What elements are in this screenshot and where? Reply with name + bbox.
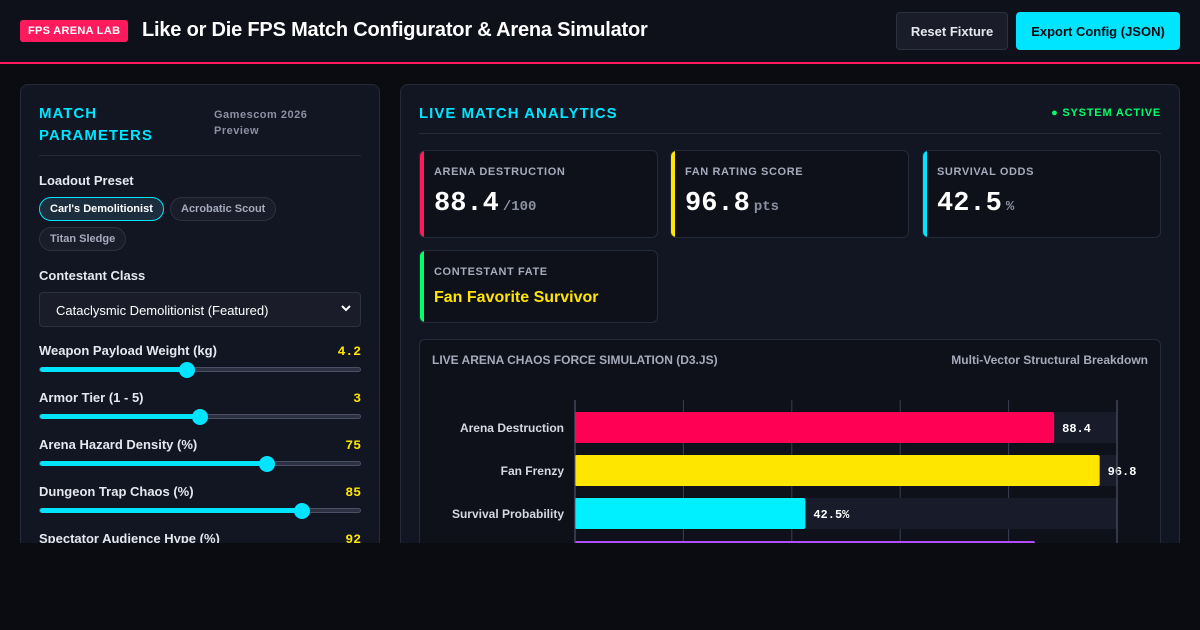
slider-thumb[interactable] <box>259 456 276 472</box>
main-viewport: MATCH PARAMETERS Gamescom 2026 Preview L… <box>0 66 1200 543</box>
slider-value: 3 <box>353 391 361 406</box>
chaos-force-bar-chart: Arena Destruction 88.4 Fan Frenzy 96.8 Survi… <box>452 400 1137 543</box>
stat-unit: pts <box>753 199 780 215</box>
chart-category-label: Arena Destruction <box>460 421 564 435</box>
fate-label: CONTESTANT FATE <box>434 266 548 278</box>
chart-bar <box>575 498 806 529</box>
slider-value: 92 <box>345 532 361 543</box>
export-config-button[interactable]: Export Config (JSON) <box>1016 12 1180 50</box>
preset-chip-demolitionist[interactable]: Carl's Demolitionist <box>39 197 164 221</box>
divider <box>39 155 361 156</box>
chart-bar <box>575 541 1035 543</box>
card-accent <box>420 151 424 237</box>
slider-thumb[interactable] <box>294 503 311 519</box>
stat-number: 96.8 <box>685 189 750 219</box>
stat-value: 88.4/100 <box>434 189 536 219</box>
chart-category-label: Fan Frenzy <box>501 464 565 478</box>
card-accent <box>923 151 927 237</box>
slider-label: Spectator Audience Hype (%) <box>39 531 220 543</box>
select-value: Cataclysmic Demolitionist (Featured) <box>56 303 269 318</box>
chart-bar <box>575 455 1100 486</box>
slider-fill <box>40 508 303 513</box>
stat-number: 42.5 <box>937 189 1002 219</box>
stat-label: SURVIVAL ODDS <box>937 166 1035 178</box>
app-title: Like or Die FPS Match Configurator & Are… <box>142 19 648 41</box>
stat-card-arena-destruction: ARENA DESTRUCTION 88.4/100 <box>419 150 658 238</box>
slider-label: Armor Tier (1 - 5) <box>39 390 144 405</box>
live-analytics-panel: LIVE MATCH ANALYTICS ● SYSTEM ACTIVE ARE… <box>400 84 1180 543</box>
card-accent <box>671 151 675 237</box>
panel-subtitle: Gamescom 2026 Preview <box>214 109 308 137</box>
loadout-preset-label: Loadout Preset <box>39 173 134 188</box>
status-badge: ● SYSTEM ACTIVE <box>1051 107 1161 119</box>
chart-value-label: 96.8 <box>1108 465 1137 479</box>
stat-unit: % <box>1005 199 1015 215</box>
slider-thumb[interactable] <box>192 409 208 425</box>
stat-number: 88.4 <box>434 189 499 219</box>
chaos-force-chart-panel: LIVE ARENA CHAOS FORCE SIMULATION (D3.JS… <box>419 339 1161 543</box>
stat-label: FAN RATING SCORE <box>685 166 804 178</box>
stat-card-survival-odds: SURVIVAL ODDS 42.5% <box>922 150 1161 238</box>
contestant-fate-card: CONTESTANT FATE Fan Favorite Survivor <box>419 250 658 323</box>
slider-fill <box>40 367 188 372</box>
fate-value: Fan Favorite Survivor <box>434 289 599 306</box>
slider-fill <box>40 461 268 466</box>
slider-label: Weapon Payload Weight (kg) <box>39 343 217 358</box>
slider-track[interactable] <box>39 409 361 425</box>
top-bar: FPS ARENA LAB Like or Die FPS Match Conf… <box>0 0 1200 64</box>
stat-unit: /100 <box>502 199 537 215</box>
panel-title: MATCH PARAMETERS <box>39 105 153 144</box>
preset-chip-scout[interactable]: Acrobatic Scout <box>170 197 277 221</box>
contestant-class-select[interactable]: Cataclysmic Demolitionist (Featured) <box>39 292 361 327</box>
match-parameters-panel: MATCH PARAMETERS Gamescom 2026 Preview L… <box>20 84 380 543</box>
slider-label: Dungeon Trap Chaos (%) <box>39 484 194 499</box>
slider-value: 75 <box>345 438 361 453</box>
divider <box>419 133 1161 134</box>
preset-chip-titan[interactable]: Titan Sledge <box>39 227 127 251</box>
card-accent <box>420 251 424 322</box>
stat-card-fan-rating: FAN RATING SCORE 96.8 pts <box>670 150 909 238</box>
chart-category-label: Survival Probability <box>452 507 564 521</box>
chart-title: LIVE ARENA CHAOS FORCE SIMULATION (D3.JS… <box>432 353 718 367</box>
slider-value: 4.2 <box>337 344 361 359</box>
slider-thumb[interactable] <box>179 362 196 378</box>
slider-track[interactable] <box>39 362 361 378</box>
chart-subtitle: Multi-Vector Structural Breakdown <box>951 353 1148 367</box>
panel-title: LIVE MATCH ANALYTICS <box>419 105 618 122</box>
contestant-class-label: Contestant Class <box>39 268 146 283</box>
slider-label: Arena Hazard Density (%) <box>39 437 198 452</box>
stat-value: 96.8 pts <box>685 189 779 219</box>
reset-fixture-button[interactable]: Reset Fixture <box>896 12 1008 50</box>
chart-bar <box>575 412 1055 443</box>
chart-value-label: 88.4 <box>1062 422 1091 436</box>
slider-value: 85 <box>345 485 361 500</box>
chart-value-label: 42.5% <box>813 508 850 522</box>
chevron-down-icon <box>341 305 351 312</box>
stat-value: 42.5% <box>937 189 1014 219</box>
slider-fill <box>40 414 200 419</box>
brand-badge: FPS ARENA LAB <box>20 20 129 42</box>
slider-track[interactable] <box>39 456 361 472</box>
slider-track[interactable] <box>39 503 361 519</box>
stat-label: ARENA DESTRUCTION <box>434 166 566 178</box>
